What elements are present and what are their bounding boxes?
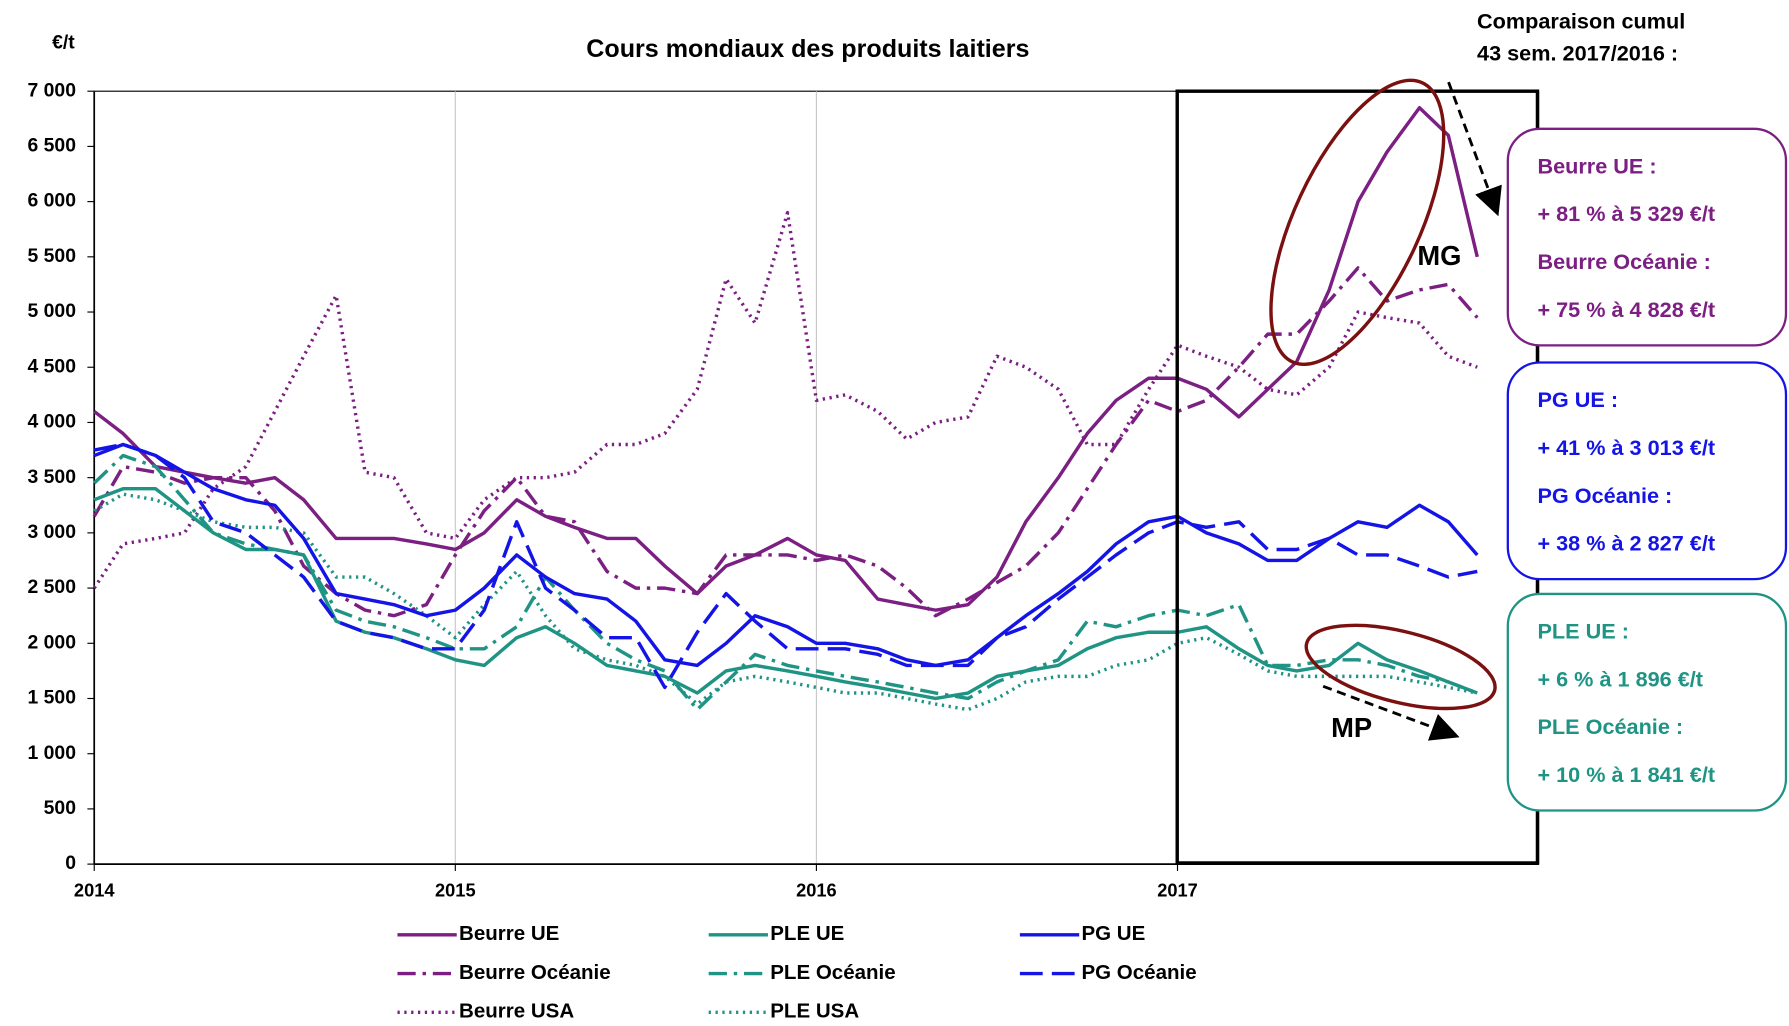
highlight-ellipse: [1269, 78, 1446, 366]
annotation: MP: [1331, 712, 1372, 743]
comparison-text: Beurre UE :: [1537, 153, 1656, 178]
comparison-text: + 81 % à 5 329 €/t: [1537, 201, 1715, 226]
y-tick-label: 1 000: [28, 742, 76, 764]
y-tick-label: 4 500: [28, 355, 76, 377]
y-tick-label: 3 000: [28, 521, 76, 543]
y-tick-label: 2 500: [28, 576, 76, 598]
comparison-title: Comparaison cumul: [1477, 9, 1685, 34]
y-tick-label: 6 000: [28, 190, 76, 212]
comparison-text: + 41 % à 3 013 €/t: [1537, 435, 1715, 460]
x-tick-label: 2014: [74, 879, 115, 900]
comparison-box: [1506, 127, 1788, 347]
comparison-text: PG Océanie :: [1537, 483, 1672, 508]
y-unit: €/t: [52, 31, 75, 53]
comparison-title: 43 sem. 2017/2016 :: [1477, 40, 1678, 65]
comparison-text: PLE UE :: [1537, 618, 1628, 643]
annotation: MG: [1417, 240, 1461, 271]
y-tick-label: 6 500: [28, 135, 76, 157]
x-tick-label: 2017: [1157, 879, 1198, 900]
y-tick-label: 5 500: [28, 245, 76, 267]
y-tick-label: 2 000: [28, 631, 76, 653]
legend-label: PLE USA: [770, 1000, 859, 1023]
arrow: [1447, 81, 1502, 217]
y-tick-label: 7 000: [28, 79, 76, 101]
series-line: [93, 442, 1479, 668]
legend-label: PLE UE: [770, 922, 844, 945]
comparison-text: PLE Océanie :: [1537, 714, 1683, 739]
series-line: [93, 106, 1479, 612]
legend-label: Beurre Océanie: [459, 961, 611, 984]
legend-label: PLE Océanie: [770, 961, 895, 984]
legend-label: PG Océanie: [1081, 961, 1196, 984]
y-tick-label: 5 000: [28, 300, 76, 322]
y-tick-label: 500: [44, 797, 76, 819]
highlight-ellipse: [1304, 623, 1497, 711]
series-line: [93, 442, 1478, 690]
comparison-text: Beurre Océanie :: [1537, 249, 1710, 274]
legend-label: PG UE: [1081, 922, 1145, 945]
x-tick-label: 2015: [435, 879, 476, 900]
series-line: [92, 210, 1478, 590]
series-line: [93, 492, 1478, 712]
series-line: [92, 266, 1479, 618]
y-tick-label: 0: [65, 852, 76, 874]
legend-label: Beurre USA: [459, 1000, 574, 1023]
comparison-text: + 38 % à 2 827 €/t: [1537, 531, 1715, 556]
series-line: [93, 453, 1478, 712]
chart-title: Cours mondiaux des produits laitiers: [586, 35, 1029, 63]
y-tick-label: 3 500: [28, 466, 76, 488]
series-line: [93, 487, 1478, 701]
comparison-text: + 6 % à 1 896 €/t: [1537, 666, 1703, 691]
comparison-text: + 10 % à 1 841 €/t: [1537, 762, 1715, 787]
arrow: [1322, 684, 1460, 741]
x-tick-label: 2016: [796, 879, 837, 900]
y-tick-label: 4 000: [28, 411, 76, 433]
comparison-box: [1506, 592, 1788, 812]
legend-label: Beurre UE: [459, 922, 559, 945]
comparison-text: PG UE :: [1537, 387, 1618, 412]
y-tick-label: 1 500: [28, 687, 76, 709]
comparison-box: [1506, 361, 1788, 581]
comparison-text: + 75 % à 4 828 €/t: [1537, 297, 1715, 322]
